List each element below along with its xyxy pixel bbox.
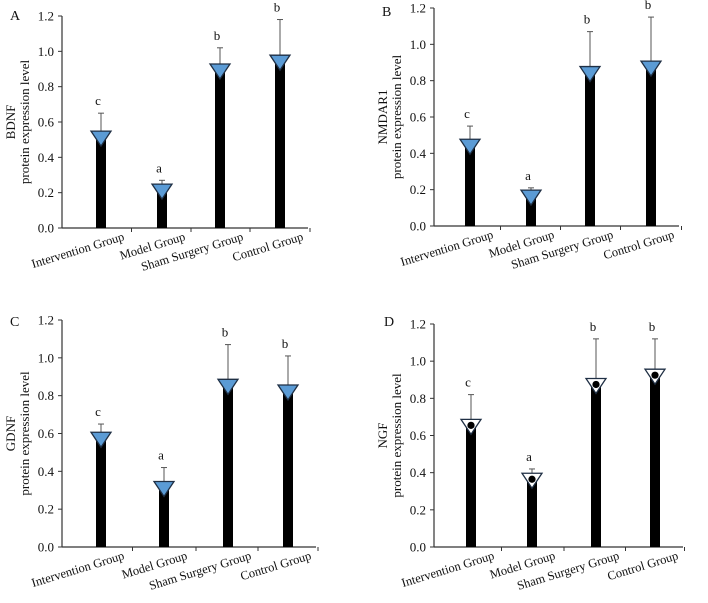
y-tick-label: 0.0 xyxy=(410,219,426,234)
y-tick-label: 0.8 xyxy=(38,79,54,94)
bar xyxy=(283,389,293,547)
bar xyxy=(591,383,601,547)
data-point-dot xyxy=(592,380,600,389)
data-point-marker xyxy=(216,378,240,396)
significance-letter: b xyxy=(214,28,221,43)
panel-d: D 0.0 0.2 0.4 0.6 0.8 1.0 1.2 NGF protein express… xyxy=(375,315,685,593)
significance-letter: b xyxy=(222,325,229,340)
y-axis-label: NGF xyxy=(375,422,390,448)
category-label: Intervention Group xyxy=(30,229,126,271)
y-tick-label: 1.2 xyxy=(410,1,426,16)
significance-letter: b xyxy=(590,319,597,334)
data-point-marker xyxy=(276,384,300,402)
bar xyxy=(223,384,233,547)
data-point-marker xyxy=(89,431,113,449)
data-point-marker xyxy=(89,130,113,148)
y-tick-label: 0.8 xyxy=(410,73,426,88)
significance-letter: c xyxy=(95,404,101,419)
data-point-marker xyxy=(578,65,602,83)
bar xyxy=(275,60,285,228)
data-point-marker xyxy=(519,189,543,207)
significance-letter: c xyxy=(465,375,471,390)
bar xyxy=(466,424,476,547)
y-tick-label: 1.2 xyxy=(38,9,54,24)
significance-letter: b xyxy=(649,319,656,334)
data-point-marker xyxy=(458,138,482,156)
panel-c: C 0.0 0.2 0.4 0.6 0.8 1.0 1.2 GDNF protein expres… xyxy=(3,313,319,593)
bar xyxy=(585,71,595,226)
significance-letter: a xyxy=(525,168,531,183)
y-tick-label: 1.0 xyxy=(410,37,426,52)
y-axis-label: GDNF xyxy=(3,416,18,451)
significance-letter: b xyxy=(274,0,281,15)
y-tick-label: 0.0 xyxy=(38,221,54,236)
y-tick-label: 0.0 xyxy=(410,540,426,555)
panel-letter: B xyxy=(382,5,391,20)
data-point-marker xyxy=(268,54,292,72)
y-tick-label: 0.4 xyxy=(38,150,55,165)
significance-letter: b xyxy=(584,12,591,27)
bar xyxy=(159,486,169,547)
bar xyxy=(527,478,537,547)
y-tick-label: 0.8 xyxy=(38,388,54,403)
panel-letter: D xyxy=(384,315,394,330)
data-point-dot xyxy=(651,371,659,379)
data-point-dot xyxy=(528,475,536,483)
panel-letter: A xyxy=(10,9,21,24)
y-tick-label: 1.0 xyxy=(38,350,54,365)
panel-a: A 0.0 0.2 0.4 0.6 0.8 1.0 1.2 BDNF protein expres… xyxy=(3,0,311,274)
y-tick-label: 0.0 xyxy=(38,540,54,555)
y-tick-label: 1.2 xyxy=(410,317,426,332)
y-axis-label-secondary: protein expression level xyxy=(389,373,404,498)
significance-letter: c xyxy=(464,106,470,121)
y-tick-label: 0.2 xyxy=(410,502,426,517)
significance-letter: a xyxy=(156,160,162,175)
y-tick-label: 0.6 xyxy=(410,428,427,443)
y-tick-label: 0.2 xyxy=(38,185,54,200)
bar xyxy=(96,136,106,228)
y-tick-label: 0.4 xyxy=(410,146,427,161)
y-axis-label-secondary: protein expression level xyxy=(17,60,32,185)
bar xyxy=(465,144,475,226)
y-tick-label: 0.6 xyxy=(38,115,55,130)
y-axis-label-secondary: protein expression level xyxy=(17,371,32,496)
y-tick-label: 1.2 xyxy=(38,313,54,328)
bar xyxy=(157,189,167,228)
bar xyxy=(215,69,225,228)
bar xyxy=(526,195,536,226)
bar xyxy=(650,374,660,547)
y-axis-label: BDNF xyxy=(3,105,18,140)
y-tick-label: 0.6 xyxy=(410,110,427,125)
significance-letter: c xyxy=(95,93,101,108)
y-tick-label: 1.0 xyxy=(410,354,426,369)
significance-letter: b xyxy=(645,0,652,12)
significance-letter: a xyxy=(526,449,532,464)
y-tick-label: 1.0 xyxy=(38,44,54,59)
category-label: Intervention Group xyxy=(400,548,496,590)
category-label: Control Group xyxy=(602,227,676,262)
y-tick-label: 0.2 xyxy=(38,502,54,517)
y-tick-label: 0.2 xyxy=(410,182,426,197)
data-point-marker xyxy=(208,63,232,81)
panel-letter: C xyxy=(10,315,19,330)
y-axis-label: NMDAR1 xyxy=(375,90,390,145)
y-tick-label: 0.8 xyxy=(410,391,426,406)
y-tick-label: 0.4 xyxy=(38,464,55,479)
bar xyxy=(646,66,656,226)
panel-b: B 0.0 0.2 0.4 0.6 0.8 1.0 1.2 NMDAR1 protein expr… xyxy=(375,0,682,272)
category-label: Intervention Group xyxy=(399,227,495,269)
data-point-marker xyxy=(639,60,663,78)
data-point-marker xyxy=(150,183,174,201)
data-point-dot xyxy=(467,421,475,429)
significance-letter: a xyxy=(158,448,164,463)
y-axis-label-secondary: protein expression level xyxy=(389,55,404,180)
y-tick-label: 0.6 xyxy=(38,426,55,441)
bar xyxy=(96,437,106,547)
significance-letter: b xyxy=(282,336,289,351)
category-label: Intervention Group xyxy=(30,548,126,590)
data-point-marker xyxy=(152,480,176,498)
y-tick-label: 0.4 xyxy=(410,465,427,480)
